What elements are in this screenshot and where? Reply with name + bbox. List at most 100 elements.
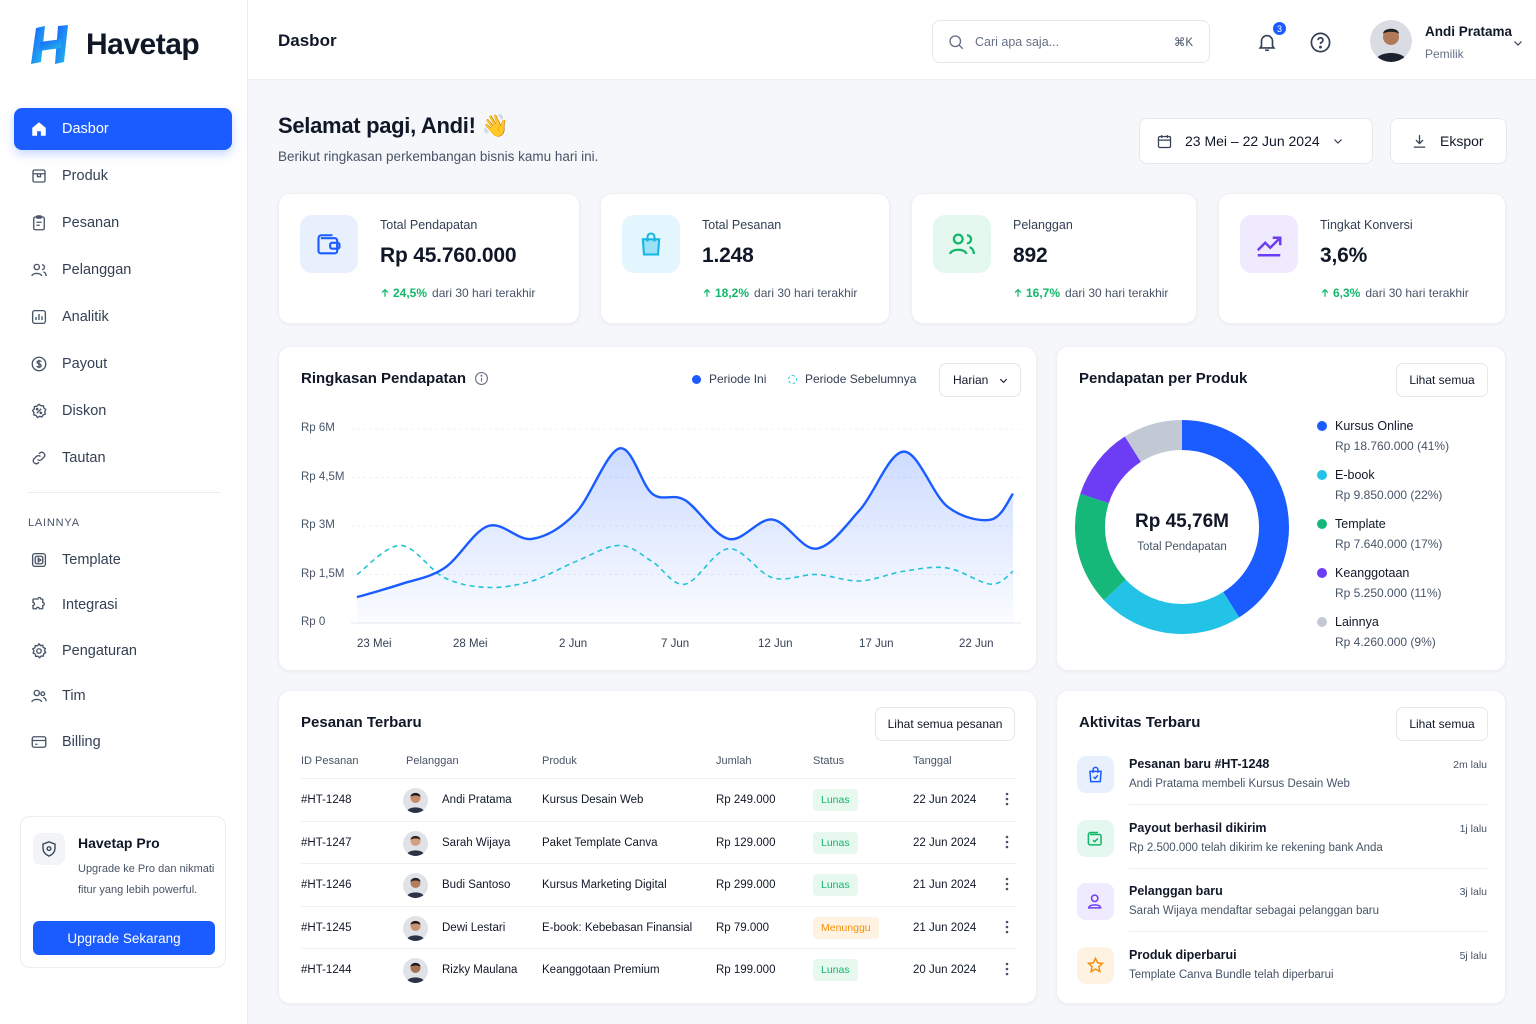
legend-previous-label: Periode Sebelumnya xyxy=(805,372,917,386)
sidebar-item-pengaturan[interactable]: Pengaturan xyxy=(14,630,232,671)
search-input[interactable] xyxy=(975,34,1155,49)
sidebar-item-template[interactable]: Template xyxy=(14,539,232,580)
status-badge: Lunas xyxy=(813,789,858,811)
user-role: Pemilik xyxy=(1425,47,1464,61)
sidebar-item-dasbor[interactable]: Dasbor xyxy=(14,108,232,150)
sidebar-item-diskon[interactable]: Diskon xyxy=(14,390,232,432)
x-tick: 28 Mei xyxy=(453,638,488,650)
more-icon[interactable] xyxy=(1005,792,1009,806)
sidebar-item-pesanan[interactable]: Pesanan xyxy=(14,202,232,244)
stat-card-orders: Total Pesanan 1.248 18,2% dari 30 hari t… xyxy=(600,193,890,324)
column-header: ID Pesanan xyxy=(301,755,359,767)
table-row[interactable]: #HT-1245 Dewi Lestari E-book: Kebebasan Fi… xyxy=(301,905,1016,948)
sidebar-item-label: Integrasi xyxy=(62,597,118,614)
sidebar-item-pelanggan[interactable]: Pelanggan xyxy=(14,249,232,291)
orders-title: Pesanan Terbaru xyxy=(301,714,422,731)
customer-name: Rizky Maulana xyxy=(442,964,518,976)
legend-current-label: Periode Ini xyxy=(709,372,767,386)
card-title: Ringkasan Pendapatan xyxy=(301,370,489,387)
export-button[interactable]: Ekspor xyxy=(1390,118,1507,164)
star-icon xyxy=(1077,947,1114,984)
greeting-title: Selamat pagi, Andi! 👋 xyxy=(278,113,509,138)
discount-icon xyxy=(31,403,47,419)
sidebar-item-integrasi[interactable]: Integrasi xyxy=(14,585,232,626)
sidebar-item-label: Payout xyxy=(62,356,108,372)
order-id[interactable]: #HT-1247 xyxy=(301,836,352,849)
activity-item[interactable]: Pelanggan baru Sarah Wijaya mendaftar se… xyxy=(1077,881,1487,943)
activity-time: 2m lalu xyxy=(1453,759,1487,771)
search-shortcut: ⌘K xyxy=(1173,37,1193,49)
sidebar-item-payout[interactable]: Payout xyxy=(14,343,232,385)
table-row[interactable]: #HT-1247 Sarah Wijaya Paket Template Canva… xyxy=(301,820,1016,863)
legend-value: Rp 7.640.000 (17%) xyxy=(1335,537,1443,551)
order-id[interactable]: #HT-1248 xyxy=(301,794,352,806)
stat-change-value: 16,7% xyxy=(1013,286,1060,300)
donut-segment[interactable] xyxy=(1075,420,1289,634)
legend-label: Template xyxy=(1335,517,1386,531)
sidebar-item-billing[interactable]: Billing xyxy=(14,721,232,762)
sidebar-nav-secondary: Template Integrasi Pengaturan Tim Billin… xyxy=(14,539,232,767)
info-icon[interactable] xyxy=(474,371,489,386)
more-icon[interactable] xyxy=(1005,920,1009,934)
chevron-down-icon[interactable] xyxy=(1512,37,1524,49)
customer-name: Budi Santoso xyxy=(442,879,511,891)
product-name: Kursus Marketing Digital xyxy=(542,879,667,891)
team-icon xyxy=(31,689,47,703)
order-id[interactable]: #HT-1244 xyxy=(301,964,352,976)
table-row[interactable]: #HT-1246 Budi Santoso Kursus Marketing Dig… xyxy=(301,863,1016,905)
view-all-activity-button[interactable]: Lihat semua xyxy=(1396,707,1488,741)
interval-select[interactable]: Harian xyxy=(939,363,1021,397)
order-id[interactable]: #HT-1245 xyxy=(301,921,352,934)
y-tick: Rp 4,5M xyxy=(301,471,345,483)
donut-legend-item: Lainnya Rp 4.260.000 (9%) xyxy=(1317,615,1436,649)
product-name: Keanggotaan Premium xyxy=(542,964,660,976)
pro-upgrade-card: Havetap Pro Upgrade ke Pro dan nikmati f… xyxy=(20,816,226,968)
more-icon[interactable] xyxy=(1005,962,1009,976)
donut-segment[interactable] xyxy=(1075,420,1289,634)
donut-total-label: Total Pendapatan xyxy=(1137,541,1227,553)
sidebar-item-tim[interactable]: Tim xyxy=(14,676,232,717)
date-range-picker[interactable]: 23 Mei – 22 Jun 2024 xyxy=(1139,118,1373,164)
view-all-products-button[interactable]: Lihat semua xyxy=(1396,363,1488,397)
card-icon xyxy=(31,735,47,748)
more-icon[interactable] xyxy=(1005,835,1009,849)
table-row[interactable]: #HT-1244 Rizky Maulana Keanggotaan Premium… xyxy=(301,948,1016,990)
order-amount: Rp 299.000 xyxy=(716,879,776,891)
legend-value: Rp 5.250.000 (11%) xyxy=(1335,586,1442,600)
activity-item[interactable]: Payout berhasil dikirim Rp 2.500.000 tel… xyxy=(1077,818,1487,880)
order-id[interactable]: #HT-1246 xyxy=(301,879,352,891)
bell-icon[interactable] xyxy=(1256,31,1278,53)
upgrade-button[interactable]: Upgrade Sekarang xyxy=(33,921,215,955)
user-avatar[interactable] xyxy=(1370,20,1412,62)
activity-description: Andi Pratama membeli Kursus Desain Web xyxy=(1129,778,1350,790)
order-date: 22 Jun 2024 xyxy=(913,836,977,849)
brand[interactable]: Havetap xyxy=(28,22,200,68)
donut-segment[interactable] xyxy=(1075,420,1289,634)
previous-period-line xyxy=(356,544,1014,589)
recent-orders-card: Pesanan Terbaru Lihat semua pesanan ID P… xyxy=(278,690,1037,1004)
user-name[interactable]: Andi Pratama xyxy=(1425,24,1513,39)
sidebar-item-analitik[interactable]: Analitik xyxy=(14,296,232,338)
table-row[interactable]: #HT-1248 Andi Pratama Kursus Desain Web Rp … xyxy=(301,778,1016,820)
sidebar-item-produk[interactable]: Produk xyxy=(14,155,232,197)
column-header: Status xyxy=(813,755,845,767)
product-name: Kursus Desain Web xyxy=(542,794,644,806)
sidebar-item-label: Pengaturan xyxy=(62,642,137,659)
activity-description: Rp 2.500.000 telah dikirim ke rekening b… xyxy=(1129,842,1383,854)
activity-time: 5j lalu xyxy=(1459,950,1487,962)
sidebar-item-tautan[interactable]: Tautan xyxy=(14,437,232,479)
sidebar-item-label: Template xyxy=(62,551,121,568)
activity-title: Aktivitas Terbaru xyxy=(1079,714,1201,731)
search-box[interactable]: ⌘K xyxy=(932,20,1210,63)
logo-icon xyxy=(31,25,68,64)
stat-change: 24,5% dari 30 hari terakhir xyxy=(380,286,535,300)
help-icon[interactable] xyxy=(1309,31,1332,54)
donut-legend-item: Kursus Online Rp 18.760.000 (41%) xyxy=(1317,419,1449,453)
dollar-icon xyxy=(31,356,47,372)
stat-label: Pelanggan xyxy=(1013,218,1073,232)
activity-item[interactable]: Pesanan baru #HT-1248 Andi Pratama membe… xyxy=(1077,754,1487,816)
more-icon[interactable] xyxy=(1005,877,1009,891)
stat-label: Total Pesanan xyxy=(702,218,782,232)
view-all-orders-button[interactable]: Lihat semua pesanan xyxy=(875,707,1015,741)
activity-item[interactable]: Produk diperbarui Template Canva Bundle … xyxy=(1077,945,1487,1007)
